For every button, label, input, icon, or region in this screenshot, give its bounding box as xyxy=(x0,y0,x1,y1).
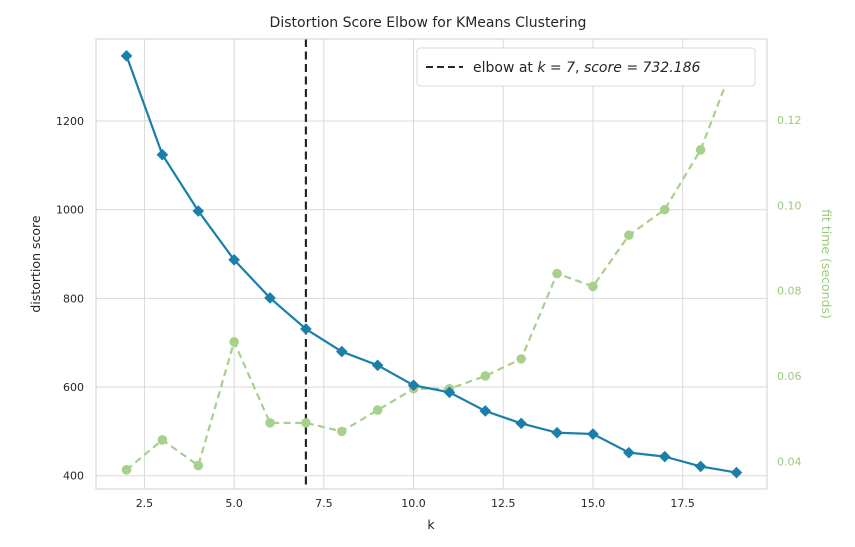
y-tick-label: 400 xyxy=(63,470,84,483)
fit-time-point xyxy=(552,268,562,279)
x-tick-label: 12.5 xyxy=(491,497,516,510)
distortion-point xyxy=(515,417,528,430)
plot-frame xyxy=(95,38,768,490)
y-tick-label: 800 xyxy=(63,292,84,305)
distortion-point xyxy=(551,426,563,439)
legend-comma: , xyxy=(575,60,584,76)
fit-time-point xyxy=(659,204,670,215)
distortion-point xyxy=(587,428,599,440)
legend-score: score = 732.186 xyxy=(584,60,701,76)
x-axis-label: k xyxy=(427,517,435,532)
y-axis-label: distortion score xyxy=(28,215,43,312)
distortion-point xyxy=(407,379,420,392)
fit-time-point xyxy=(588,281,598,292)
series-layer xyxy=(120,50,743,479)
distortion-point xyxy=(730,466,743,479)
x-tick-label: 17.5 xyxy=(670,497,695,510)
x-tick-label: 2.5 xyxy=(136,497,154,510)
y2-tick-label: 0.06 xyxy=(777,370,802,383)
y2-tick-label: 0.12 xyxy=(777,114,802,127)
distortion-point xyxy=(623,446,635,459)
distortion-point xyxy=(120,50,133,62)
legend-prefix: elbow at xyxy=(473,60,537,76)
fit-time-line xyxy=(125,55,738,471)
distortion-point xyxy=(694,460,707,473)
fit-time-point xyxy=(516,354,527,364)
legend: elbow at k = 7, score = 732.186 xyxy=(416,47,756,87)
distortion-point xyxy=(658,450,671,463)
y-tick-label: 600 xyxy=(63,381,84,394)
fit-time-point xyxy=(624,230,634,241)
distortion-point xyxy=(192,205,205,217)
legend-k: k = 7 xyxy=(537,60,575,76)
fit-time-point xyxy=(121,465,132,475)
fit-time-point xyxy=(336,426,347,437)
distortion-point xyxy=(264,292,276,304)
distortion-point xyxy=(443,386,456,399)
grid xyxy=(96,39,767,489)
plot-area xyxy=(96,39,767,489)
y-tick-label: 1000 xyxy=(56,204,84,217)
y-tick-label: 1200 xyxy=(56,115,84,128)
x-tick-labels: 2.5 5.0 7.5 10.0 12.5 15.0 17.5 xyxy=(136,497,695,510)
chart-title: Distortion Score Elbow for KMeans Cluste… xyxy=(270,15,587,31)
fit-time-point xyxy=(193,460,204,471)
distortion-line xyxy=(125,55,737,474)
distortion-point xyxy=(479,405,492,417)
fit-time-point xyxy=(301,418,311,428)
y2-tick-label: 0.10 xyxy=(777,199,802,212)
fit-time-point xyxy=(372,405,383,415)
y2-tick-labels: 0.04 0.06 0.08 0.10 0.12 xyxy=(777,114,802,468)
distortion-point xyxy=(156,148,169,161)
fit-time-point xyxy=(265,418,275,428)
y-tick-labels: 400 600 800 1000 1200 xyxy=(56,115,84,483)
x-tick-label: 7.5 xyxy=(315,497,333,510)
y2-tick-label: 0.08 xyxy=(777,285,802,298)
legend-elbow-label: elbow at k = 7, score = 732.186 xyxy=(473,60,700,76)
y2-axis-label: fit time (seconds) xyxy=(819,209,834,319)
fit-time-point xyxy=(480,371,491,381)
fit-time-point xyxy=(157,435,168,445)
distortion-point xyxy=(371,359,384,372)
distortion-point xyxy=(228,253,240,266)
y2-tick-label: 0.04 xyxy=(777,455,802,468)
x-tick-label: 15.0 xyxy=(581,497,606,510)
distortion-point xyxy=(335,345,348,358)
x-tick-label: 10.0 xyxy=(401,497,426,510)
fit-time-point xyxy=(695,145,706,155)
x-tick-label: 5.0 xyxy=(225,497,243,510)
fit-time-point xyxy=(229,337,239,347)
legend-box xyxy=(416,47,756,87)
distortion-point xyxy=(300,323,312,335)
